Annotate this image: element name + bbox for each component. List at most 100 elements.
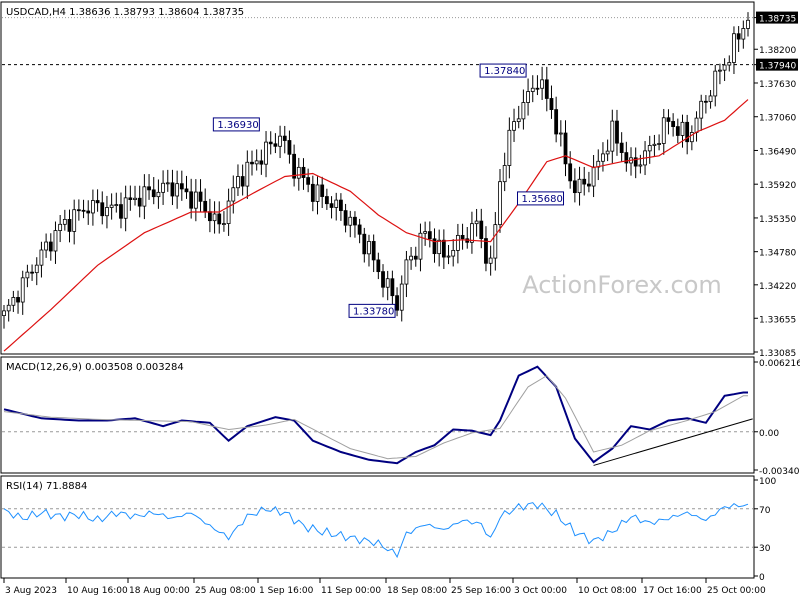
macd-panel-frame (0, 356, 755, 474)
candle-body (292, 153, 297, 179)
candle-body (722, 64, 727, 71)
candle-body (212, 213, 217, 222)
candle-body (540, 79, 545, 89)
time-axis: 3 Aug 2023 10 Aug 16:00 18 Aug 00:00 25 Aug… (3, 578, 766, 596)
candle-body (521, 102, 526, 120)
candle-body (708, 95, 713, 103)
candle-body (207, 211, 212, 222)
time-axis-label: 18 Sep 08:00 (387, 586, 447, 596)
candle-body (703, 100, 708, 103)
candle-body (718, 69, 722, 72)
candle-body (105, 207, 109, 217)
candle-body (245, 161, 250, 187)
candle-body (179, 183, 184, 190)
annotation-box (212, 117, 260, 132)
candle-body (6, 304, 11, 312)
price-axis-label: 1.34780 (759, 249, 796, 259)
candle-body (624, 152, 629, 164)
candle-body (86, 210, 91, 214)
candle-body (170, 182, 175, 197)
candle-body (493, 224, 498, 259)
candle-body (217, 213, 222, 225)
candle-body (549, 98, 554, 110)
candle-body (694, 117, 699, 133)
candle-body (371, 241, 376, 261)
rsi-axis-label: 100 (759, 477, 776, 487)
candle-body (484, 238, 488, 264)
candle-body (619, 142, 624, 153)
candle-body (633, 157, 638, 167)
candle-body (165, 182, 170, 185)
candle-body (315, 184, 320, 202)
candle-body (530, 87, 535, 92)
candle-body (259, 160, 264, 165)
candle-body (432, 238, 437, 255)
rsi-axis-label: 70 (759, 506, 771, 516)
candle-body (587, 183, 591, 187)
candle-body (339, 199, 343, 212)
rsi-panel: RSI(14) 71.8884 100 70 30 0 (0, 475, 776, 583)
candle-body (441, 239, 446, 258)
candle-body (451, 249, 456, 257)
candle-body (226, 200, 231, 224)
candle-body (30, 271, 34, 274)
time-axis-label: 1 Sep 16:00 (259, 586, 314, 596)
price-axis-label: 1.35920 (759, 181, 796, 191)
candle-body (306, 177, 311, 185)
time-axis-label: 18 Aug 00:00 (129, 586, 190, 596)
candle-body (203, 200, 208, 213)
annotation-box (517, 191, 565, 206)
candle-body (142, 186, 147, 207)
price-axis: 1.38735 1.38200 1.37940 1.37630 1.37060 1.364… (754, 11, 798, 359)
candle-body (661, 117, 666, 144)
candle-body (399, 283, 404, 311)
price-axis-label: 1.37060 (759, 114, 796, 124)
candle-body (535, 87, 540, 90)
annotation-label: 1.35680 (522, 194, 563, 205)
candle-body (671, 121, 676, 127)
candle-body (544, 79, 549, 99)
price-candles (2, 12, 750, 329)
candle-body (385, 278, 390, 288)
ma-line (3, 99, 749, 352)
time-axis-label: 10 Oct 08:00 (578, 586, 637, 596)
rsi-panel-title: RSI(14) 71.8884 (6, 481, 87, 492)
candle-body (474, 220, 479, 225)
candle-body (53, 230, 58, 252)
candle-body (572, 180, 577, 194)
macd-panel: MACD(12,26,9) 0.003508 0.003284 0.006216… (0, 356, 800, 477)
annotation-label: 1.36930 (217, 120, 258, 131)
candle-body (418, 232, 423, 260)
candle-body (502, 165, 507, 183)
candle-body (647, 145, 652, 152)
candle-body (222, 223, 226, 225)
candle-body (526, 91, 530, 103)
candle-body (44, 241, 49, 251)
price-panel: USDCAD,H4 1.38636 1.38793 1.38604 1.3873… (0, 1, 798, 359)
candle-body (437, 239, 442, 255)
candle-body (367, 241, 371, 255)
price-annotations: 1.36930 1.33780 1.37840 1.35680 (212, 63, 565, 318)
candle-body (161, 182, 165, 193)
price-axis-label: 1.34220 (759, 282, 796, 292)
candle-body (732, 33, 736, 63)
candle-body (95, 200, 100, 204)
candle-body (91, 200, 95, 214)
candle-body (329, 203, 334, 208)
candle-body (273, 143, 278, 147)
candle-body (2, 310, 6, 316)
macd-axis-label: -0.003407 (759, 467, 800, 477)
price-axis-label: 1.38200 (759, 46, 796, 56)
candle-body (48, 241, 53, 252)
candle-body (615, 120, 619, 144)
candle-body (175, 183, 180, 197)
time-axis-label: 25 Sep 16:00 (451, 586, 511, 596)
candle-body (713, 70, 718, 97)
candle-body (577, 178, 582, 194)
candle-body (296, 166, 301, 179)
candle-body (409, 255, 413, 261)
candle-body (254, 160, 259, 165)
candle-body (657, 143, 661, 145)
candle-body (741, 28, 746, 40)
candle-body (11, 297, 16, 306)
